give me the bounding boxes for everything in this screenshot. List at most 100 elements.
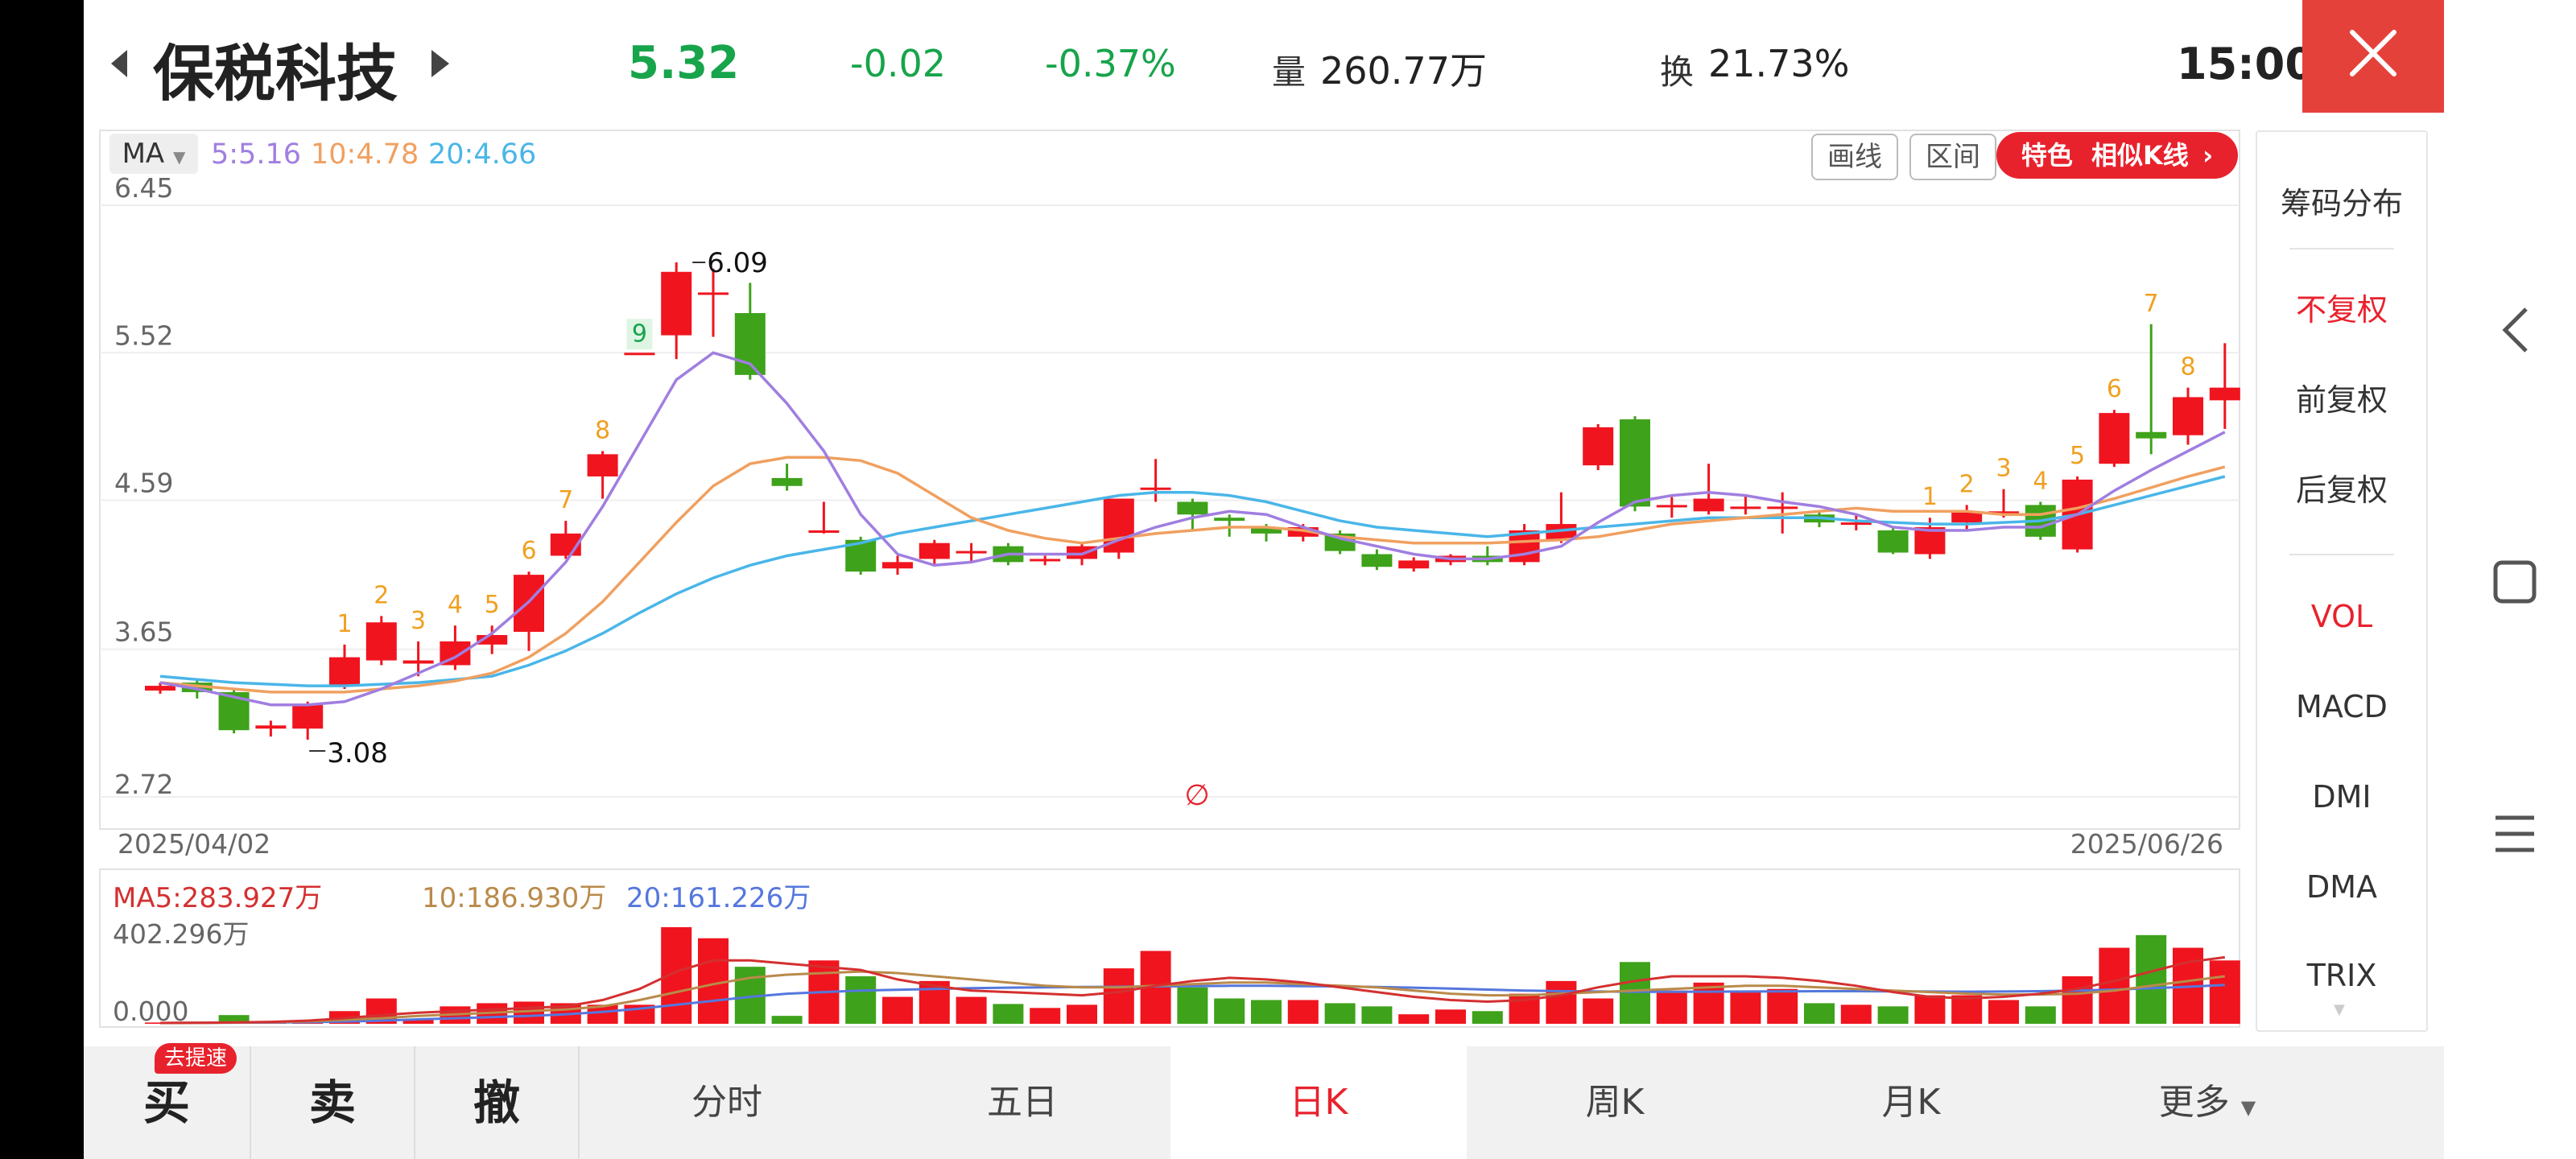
price-panel-frame: [99, 130, 2240, 830]
dropdown-arrow-icon: ▼: [173, 147, 186, 167]
forward-adjust-tab[interactable]: 前复权: [2295, 382, 2388, 418]
sequence-marker: 7: [2144, 290, 2159, 318]
divider: [2289, 554, 2394, 555]
volume-bar: [2136, 934, 2167, 1024]
y-tick-label: 3.65: [114, 617, 173, 648]
tab-weekly-k[interactable]: 周K: [1585, 1082, 1645, 1123]
close-button[interactable]: [2302, 0, 2444, 113]
kline-chart[interactable]: 6.45 5.52 4.59 3.65 2.72 2025/04/02 2025/06/26…: [84, 121, 2241, 1030]
candle-body: [2099, 413, 2130, 464]
chevron-right-icon: ›: [2202, 140, 2214, 171]
candle-body: [1767, 506, 1798, 509]
volume-bar: [587, 1004, 618, 1024]
buy-button[interactable]: 买: [84, 1046, 250, 1159]
no-adjust-tab[interactable]: 不复权: [2295, 292, 2388, 328]
y-tick-label: 4.59: [114, 468, 173, 499]
high-price-label: 6.09: [707, 247, 768, 279]
sequence-marker: 2: [1959, 470, 1975, 498]
ma20-value: 20:4.66: [428, 138, 537, 171]
similar-kline-button[interactable]: 特色 相似K线 ›: [1996, 132, 2238, 179]
volume-bar: [145, 1022, 175, 1024]
draw-line-button[interactable]: 画线: [1811, 134, 1898, 180]
backward-adjust-tab[interactable]: 后复权: [2295, 472, 2388, 508]
candle-body: [1287, 527, 1319, 537]
candle-body: [587, 454, 618, 476]
candle-body: [771, 477, 803, 486]
candle-body: [477, 635, 508, 645]
range-button[interactable]: 区间: [1909, 134, 1996, 180]
candle-body: [2136, 431, 2167, 439]
trix-indicator-tab[interactable]: TRIX: [2306, 958, 2377, 993]
volume-label: 量: [1272, 52, 1307, 92]
sequence-marker: 1: [336, 610, 352, 638]
volume-bar: [1030, 1008, 1061, 1024]
menu-icon[interactable]: [2492, 811, 2537, 856]
divider: [250, 1046, 251, 1159]
cancel-order-button[interactable]: 撤: [415, 1046, 578, 1159]
dma-indicator-tab[interactable]: DMA: [2306, 869, 2378, 905]
tab-intraday[interactable]: 分时: [691, 1082, 762, 1123]
volume-bar: [1435, 1009, 1466, 1024]
candle-body: [1067, 546, 1097, 559]
close-icon: [2350, 30, 2396, 76]
chip-distribution-tab[interactable]: 筹码分布: [2280, 186, 2403, 221]
ma10-value: 10:4.78: [311, 138, 419, 171]
tab-daily-k[interactable]: 日K: [1170, 1046, 1467, 1159]
volume-value: 260.77万: [1320, 49, 1487, 93]
system-nav-bar: [2444, 0, 2576, 1159]
candle-body: [329, 657, 360, 687]
dmi-indicator-tab[interactable]: DMI: [2312, 779, 2372, 815]
tab-more[interactable]: 更多 ▼: [2059, 1046, 2355, 1159]
volume-bar: [1656, 990, 1687, 1024]
vol-indicator-tab[interactable]: VOL: [2310, 599, 2373, 634]
vol-ma20-legend: 20:161.226万: [626, 882, 811, 914]
speed-up-badge[interactable]: 去提速: [155, 1043, 237, 1074]
divider: [414, 1046, 415, 1159]
volume-bar: [956, 996, 987, 1024]
sequence-marker: 8: [595, 416, 610, 444]
candle-body: [1546, 524, 1577, 540]
candle-body: [402, 660, 434, 664]
sequence-marker: 2: [374, 581, 389, 609]
volume-bar: [845, 975, 877, 1024]
x-end-date-label: 2025/06/26: [2070, 828, 2223, 860]
turnover-label: 换: [1660, 52, 1695, 92]
back-icon[interactable]: [2500, 306, 2533, 354]
ma5-value: 5:5.16: [211, 138, 301, 171]
candle-body: [1693, 498, 1724, 512]
sequence-marker: 8: [2180, 353, 2195, 382]
volume-bar: [1988, 1000, 2019, 1024]
volume-bar: [2209, 960, 2240, 1024]
stock-app: 保税科技 5.32 -0.02 -0.37% 量 260.77万 换 21.73…: [84, 0, 2444, 1159]
home-icon[interactable]: [2492, 559, 2537, 604]
ma-selector-label: MA: [122, 138, 165, 170]
vol-ma5-line: [159, 955, 2225, 1025]
price-change-pct: -0.37%: [1045, 42, 1176, 85]
volume-bar: [1214, 998, 1245, 1024]
divider: [578, 1046, 580, 1159]
next-stock-arrow-icon[interactable]: [431, 50, 449, 77]
similar-kline-label: 相似K线: [2091, 140, 2189, 171]
sequence-marker: 7: [558, 486, 573, 514]
more-label: 更多: [2158, 1082, 2230, 1123]
sequence-marker: 3: [1996, 455, 2011, 483]
candle-body: [1140, 487, 1171, 490]
stock-header: 保税科技 5.32 -0.02 -0.37% 量 260.77万 换 21.73…: [84, 0, 2444, 130]
tab-five-day[interactable]: 五日: [987, 1082, 1058, 1123]
volume-bar: [1693, 982, 1724, 1024]
volume-bar: [2062, 975, 2093, 1024]
macd-indicator-tab[interactable]: MACD: [2296, 689, 2388, 724]
tab-monthly-k[interactable]: 月K: [1881, 1082, 1941, 1123]
volume-bar: [1804, 1003, 1835, 1024]
ma-selector[interactable]: MA ▼: [109, 134, 198, 174]
caret-down-icon: ▼: [2240, 1096, 2256, 1119]
candle-body: [1988, 511, 2019, 515]
volume-bar: [1324, 1003, 1356, 1024]
sell-button[interactable]: 卖: [251, 1046, 414, 1159]
prev-stock-arrow-icon[interactable]: [111, 50, 129, 77]
turnover-value: 21.73%: [1708, 42, 1850, 85]
candle-body: [2173, 397, 2203, 435]
scroll-down-indicator-icon: ▼: [2334, 1001, 2345, 1018]
volume-bar: [1877, 1006, 1909, 1024]
vol-ma10-legend: 10:186.930万: [422, 882, 606, 914]
